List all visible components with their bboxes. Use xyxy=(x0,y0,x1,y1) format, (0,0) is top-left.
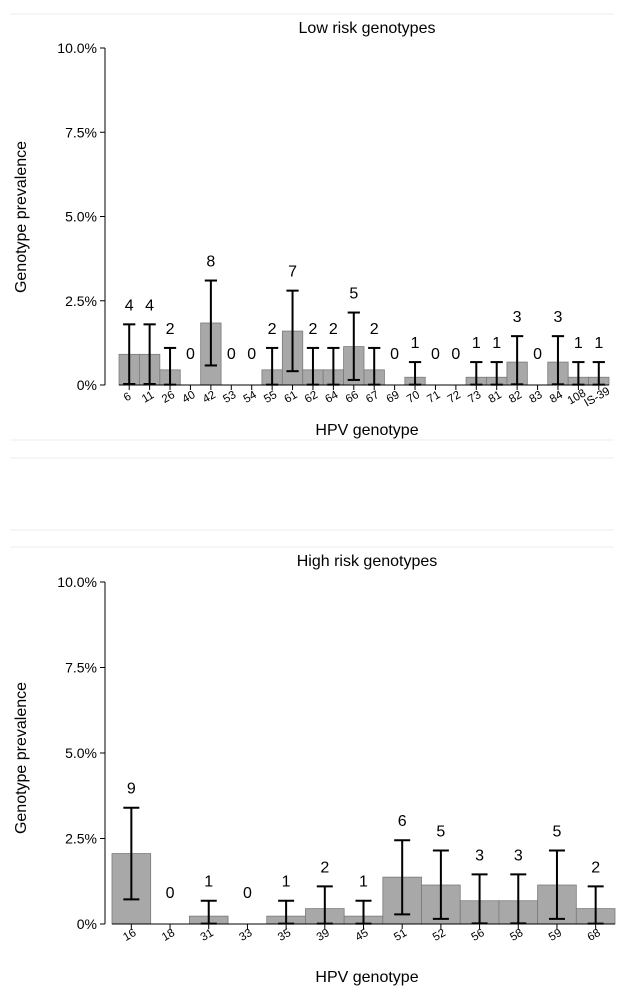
count-label: 2 xyxy=(166,321,175,338)
y-tick-label: 0% xyxy=(77,377,97,393)
x-tick-label: 68 xyxy=(586,927,603,944)
x-axis-label: HPV genotype xyxy=(315,969,418,986)
x-tick-label: 59 xyxy=(547,927,564,944)
count-label: 5 xyxy=(553,823,562,840)
x-tick-label: 40 xyxy=(180,389,197,406)
y-tick-label: 0% xyxy=(77,916,97,932)
count-label: 5 xyxy=(349,286,358,303)
count-label: 1 xyxy=(472,335,481,352)
count-label: 1 xyxy=(359,874,368,891)
x-tick-label: 84 xyxy=(548,389,566,406)
count-label: 2 xyxy=(268,321,277,338)
x-tick-label: 55 xyxy=(262,389,279,406)
x-tick-label: 31 xyxy=(199,927,216,944)
count-label: 0 xyxy=(227,346,236,363)
x-tick-label: 26 xyxy=(160,389,177,406)
count-label: 4 xyxy=(145,297,154,314)
x-tick-label: 42 xyxy=(201,389,218,406)
x-tick-label: 82 xyxy=(507,389,524,406)
x-tick-label: 54 xyxy=(242,389,260,406)
x-tick-label: 83 xyxy=(528,389,545,406)
y-tick-label: 2.5% xyxy=(65,293,97,309)
panel-separators xyxy=(10,13,614,548)
x-tick-label: 52 xyxy=(431,927,448,944)
y-tick-label: 7.5% xyxy=(65,124,97,140)
x-tick-label: 69 xyxy=(385,389,402,406)
count-label: 3 xyxy=(554,309,563,326)
count-label: 2 xyxy=(329,321,338,338)
count-label: 6 xyxy=(398,813,407,830)
x-tick-label: 73 xyxy=(466,389,483,406)
x-tick-label: 61 xyxy=(283,389,300,406)
count-labels: 9 0 1 0 1 2 1 6 5 3 3 5 2 xyxy=(127,781,600,902)
count-label: 2 xyxy=(309,321,318,338)
y-tick-label: 10.0% xyxy=(57,574,97,590)
count-label: 4 xyxy=(125,297,134,314)
count-label: 0 xyxy=(451,346,460,363)
x-tick-label: 72 xyxy=(446,389,463,406)
count-label: 0 xyxy=(431,346,440,363)
count-label: 5 xyxy=(436,823,445,840)
count-label: 1 xyxy=(204,874,213,891)
x-tick-label: 53 xyxy=(221,389,238,406)
x-tick-label: 18 xyxy=(160,927,177,944)
x-tick-label: 71 xyxy=(425,389,442,406)
x-axis: 16 18 31 33 35 39 45 51 52 56 58 59 68 xyxy=(112,923,615,944)
x-tick-label: 70 xyxy=(405,389,422,406)
y-axis-label: Genotype prevalence xyxy=(13,141,30,293)
x-tick-label: 58 xyxy=(508,927,525,944)
count-label: 3 xyxy=(475,847,484,864)
y-tick-label: 5.0% xyxy=(65,745,97,761)
x-tick-label: 56 xyxy=(470,927,487,944)
count-label: 1 xyxy=(594,335,603,352)
chart-title: Low risk genotypes xyxy=(299,20,436,37)
x-tick-label: 33 xyxy=(237,927,254,944)
count-label: 0 xyxy=(166,885,175,902)
count-label: 0 xyxy=(390,346,399,363)
y-axis-label: Genotype prevalence xyxy=(13,682,30,834)
y-tick-label: 7.5% xyxy=(65,660,97,676)
x-tick-label: 81 xyxy=(487,389,504,406)
y-tick-label: 2.5% xyxy=(65,831,97,847)
x-tick-label: 6 xyxy=(122,391,134,405)
x-tick-label: 35 xyxy=(276,927,293,944)
count-label: 0 xyxy=(243,885,252,902)
y-tick-label: 5.0% xyxy=(65,209,97,225)
count-label: 8 xyxy=(206,254,215,271)
y-tick-label: 10.0% xyxy=(57,40,97,56)
x-tick-label: IS-39 xyxy=(582,385,612,409)
count-label: 3 xyxy=(514,847,523,864)
count-label: 2 xyxy=(591,859,600,876)
x-axis: 6 11 26 40 42 53 54 55 61 62 64 66 67 69 70 71 72 73 81 82 8… xyxy=(119,384,612,409)
low-risk-chart: Low risk genotypes Genotype prevalence H… xyxy=(13,20,612,439)
count-label: 9 xyxy=(127,781,136,798)
chart-title: High risk genotypes xyxy=(297,553,438,570)
x-tick-label: 16 xyxy=(121,927,138,944)
x-tick-label: 64 xyxy=(323,389,341,406)
count-label: 3 xyxy=(513,309,522,326)
x-tick-label: 11 xyxy=(140,389,156,405)
x-tick-label: 66 xyxy=(344,389,361,406)
count-label: 2 xyxy=(320,859,329,876)
x-axis-label: HPV genotype xyxy=(315,422,418,439)
count-label: 0 xyxy=(247,346,256,363)
count-label: 0 xyxy=(186,346,195,363)
x-tick-label: 62 xyxy=(303,389,320,406)
count-label: 1 xyxy=(411,335,420,352)
x-tick-label: 67 xyxy=(364,389,381,406)
x-tick-label: 45 xyxy=(353,927,370,944)
x-tick-label: 51 xyxy=(392,927,409,944)
x-tick-label: 39 xyxy=(315,927,332,944)
count-label: 0 xyxy=(533,346,542,363)
y-axis: 0% 2.5% 5.0% 7.5% 10.0% xyxy=(57,40,106,393)
count-label: 1 xyxy=(492,335,501,352)
high-risk-chart: High risk genotypes Genotype prevalence … xyxy=(13,553,616,986)
count-label: 1 xyxy=(282,874,291,891)
count-label: 7 xyxy=(288,264,297,281)
y-axis: 0% 2.5% 5.0% 7.5% 10.0% xyxy=(57,574,106,932)
count-label: 2 xyxy=(370,321,379,338)
count-label: 1 xyxy=(574,335,583,352)
